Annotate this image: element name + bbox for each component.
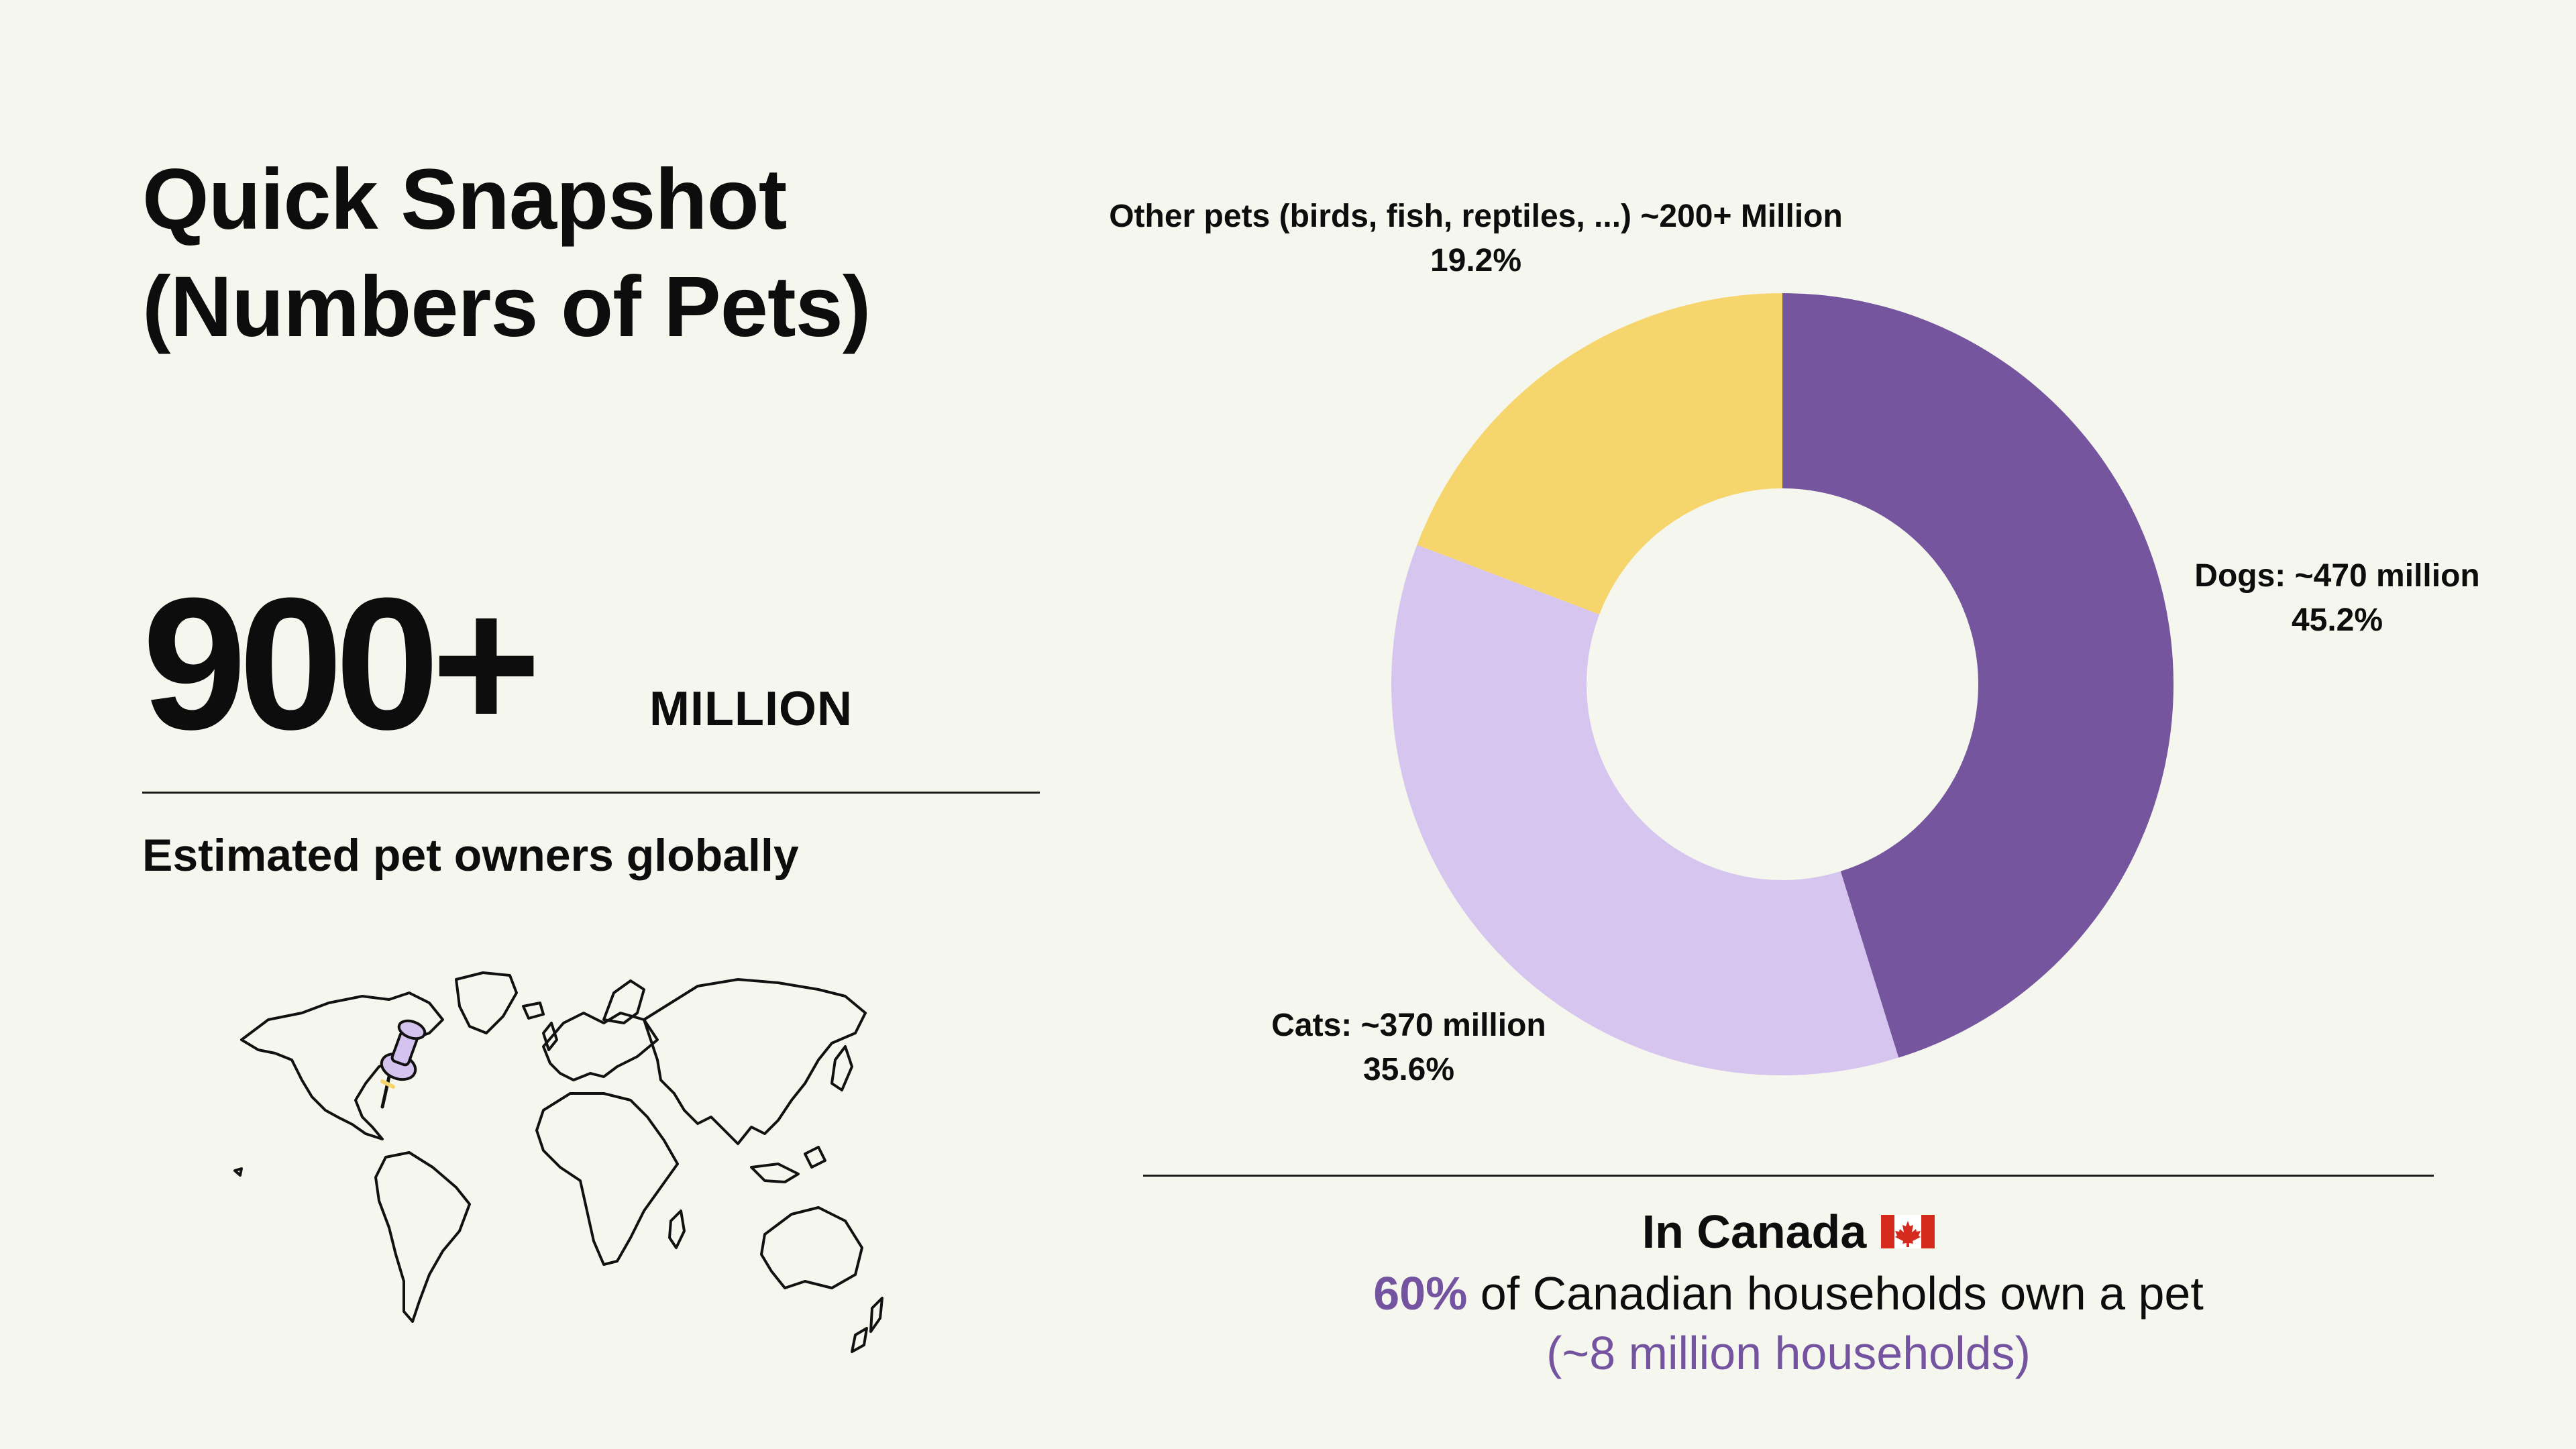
slice-label-other-percent: 19.2% — [1430, 243, 1522, 278]
title-line-2: (Numbers of Pets) — [142, 259, 871, 355]
canada-flag-icon — [1881, 1215, 1935, 1248]
world-map-icon — [233, 971, 883, 1353]
australia-outline — [760, 1206, 863, 1289]
iceland-outline — [522, 1002, 545, 1020]
north-america-outline — [240, 991, 444, 1140]
title-line-1: Quick Snapshot — [142, 152, 787, 248]
new-zealand-outline — [869, 1297, 883, 1333]
right-divider — [1143, 1175, 2434, 1177]
slice-label-cats-name: Cats: ~370 million — [1271, 1008, 1546, 1043]
page-title: Quick Snapshot (Numbers of Pets) — [142, 146, 871, 361]
madagascar-outline — [668, 1210, 686, 1249]
new-zealand-south-outline — [851, 1327, 868, 1353]
slice-label-dogs: Dogs: ~470 million 45.2% — [2176, 554, 2498, 643]
uk-outline — [542, 1022, 558, 1051]
asia-outline — [643, 978, 867, 1145]
left-divider — [142, 792, 1040, 794]
canada-stat: 60% — [1373, 1267, 1468, 1320]
slice-label-dogs-name: Dogs: ~470 million — [2194, 558, 2480, 594]
headline-unit: MILLION — [649, 682, 853, 736]
slice-label-dogs-percent: 45.2% — [2291, 602, 2383, 638]
greenland-outline — [455, 971, 518, 1034]
headline-number: 900+ — [142, 559, 541, 769]
donut-chart — [1391, 293, 2174, 1076]
canada-title: In Canada — [1143, 1199, 2434, 1264]
scandinavia-outline — [602, 979, 645, 1024]
donut-hole — [1587, 488, 1978, 880]
indonesia-outline — [750, 1163, 800, 1183]
south-america-outline — [374, 1151, 471, 1323]
canada-title-text: In Canada — [1642, 1205, 1867, 1258]
headline-caption: Estimated pet owners globally — [142, 830, 799, 881]
canada-section: In Canada 60% of Canadian households own… — [1143, 1199, 2434, 1383]
canada-stat-text: of Canadian households own a pet — [1480, 1267, 2204, 1320]
canada-stat-line: 60% of Canadian households own a pet — [1143, 1264, 2434, 1323]
hawaii-outline — [233, 1167, 243, 1177]
canada-subtext: (~8 million households) — [1546, 1327, 2031, 1379]
slice-label-cats-percent: 35.6% — [1362, 1052, 1455, 1087]
pushpin-icon — [380, 1019, 427, 1109]
slice-label-cats: Cats: ~370 million 35.6% — [1248, 1004, 1570, 1092]
europe-outline — [542, 1012, 659, 1081]
slice-label-other-name: Other pets (birds, fish, reptiles, ...) … — [1109, 199, 1843, 234]
islands-outline — [804, 1146, 826, 1169]
africa-outline — [535, 1092, 679, 1266]
slice-label-other: Other pets (birds, fish, reptiles, ...) … — [1100, 195, 1851, 283]
japan-outline — [830, 1045, 853, 1091]
